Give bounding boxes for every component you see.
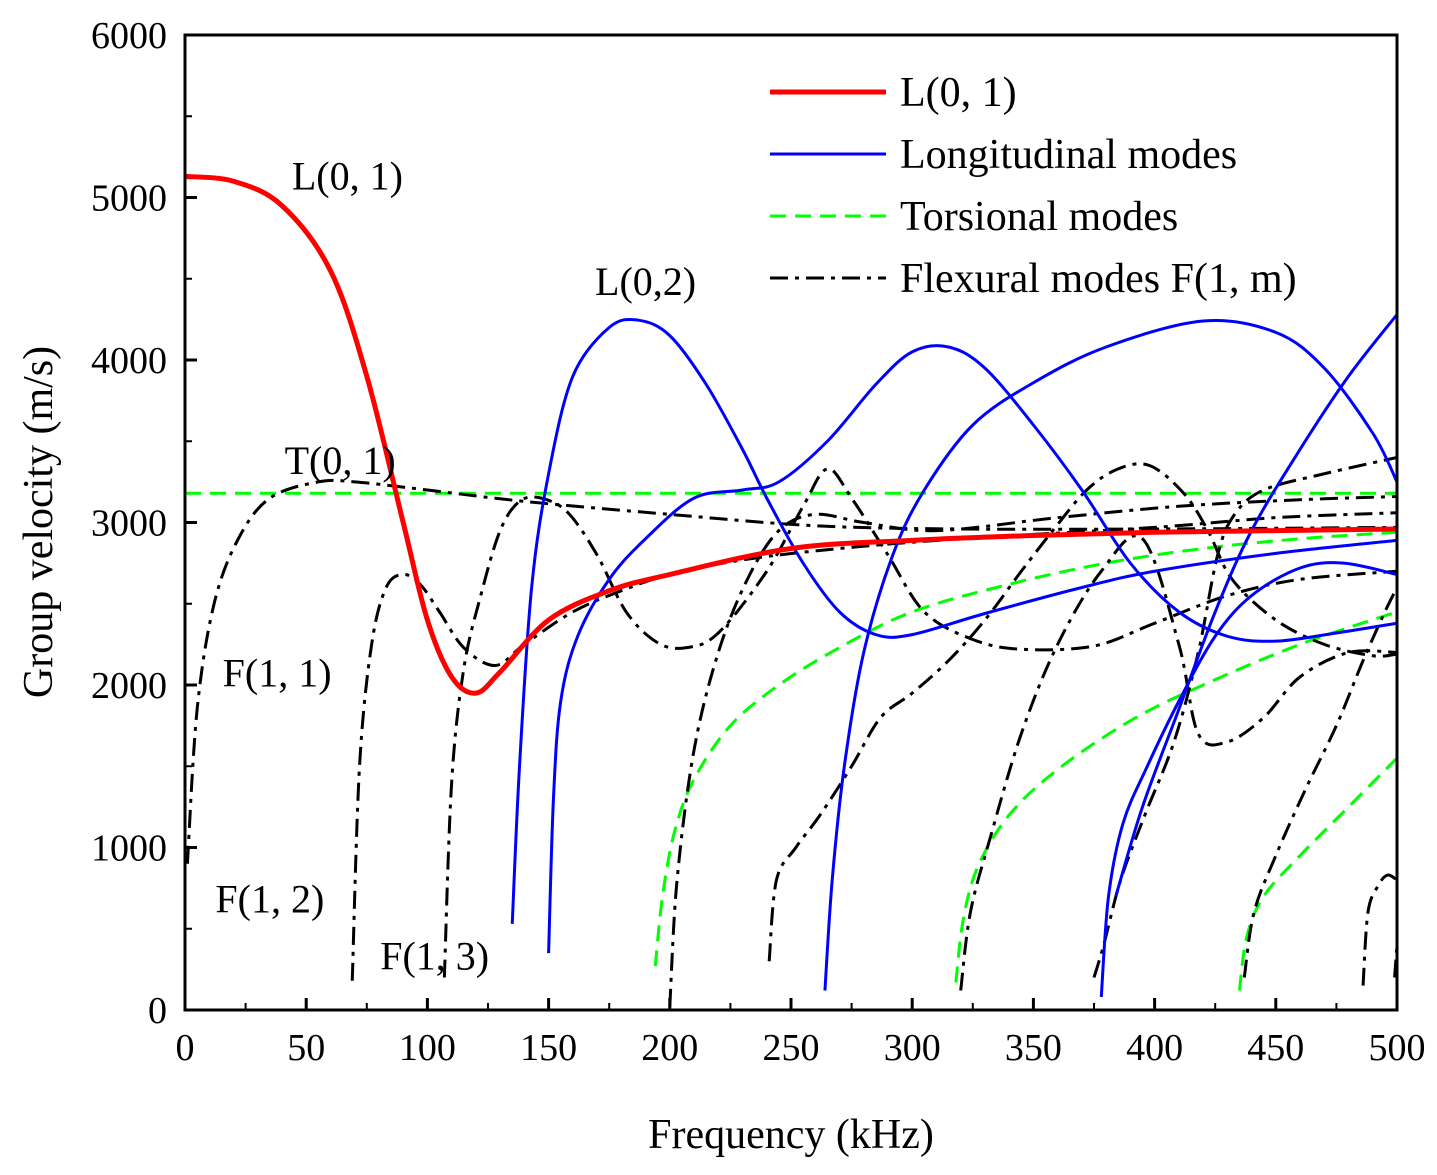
x-tick-label: 350 bbox=[1005, 1027, 1062, 1069]
legend-label-longitudinal-modes: Longitudinal modes bbox=[900, 132, 1237, 178]
x-tick-label: 200 bbox=[641, 1027, 698, 1069]
y-tick-label: 5000 bbox=[91, 178, 167, 220]
series-line-l-0-4 bbox=[823, 318, 1397, 991]
x-tick-label: 400 bbox=[1126, 1027, 1183, 1069]
y-axis-title: Group velocity (m/s) bbox=[16, 346, 62, 698]
x-tick-label: 250 bbox=[763, 1027, 820, 1069]
x-tick-label: 0 bbox=[176, 1027, 195, 1069]
series-line-l-0-3 bbox=[547, 344, 1397, 954]
series-line-f-1-4 bbox=[668, 495, 1397, 1007]
annotation-f-1-2: F(1, 2) bbox=[215, 877, 324, 922]
series-line-l-0-1 bbox=[185, 173, 1397, 696]
legend-label-l-0-1: L(0, 1) bbox=[900, 70, 1017, 116]
series-line-f-1-5 bbox=[767, 462, 1397, 962]
y-tick-label: 3000 bbox=[91, 503, 167, 545]
annotation-f-1-1: F(1, 1) bbox=[223, 651, 332, 696]
x-tick-label: 500 bbox=[1369, 1027, 1426, 1069]
y-tick-label: 1000 bbox=[91, 828, 167, 870]
y-tick-label: 2000 bbox=[91, 665, 167, 707]
x-tick-label: 300 bbox=[884, 1027, 941, 1069]
x-tick-label: 50 bbox=[287, 1027, 325, 1069]
series-line-t-0-4 bbox=[1237, 757, 1397, 991]
series-line-l-0-2 bbox=[510, 317, 1397, 924]
x-tick-label: 150 bbox=[520, 1027, 577, 1069]
y-tick-label: 4000 bbox=[91, 340, 167, 382]
x-tick-label: 100 bbox=[399, 1027, 456, 1069]
series-line-f-1-8 bbox=[1242, 586, 1397, 978]
legend: L(0, 1) Longitudinal modes Torsional modes… bbox=[770, 70, 1297, 302]
x-tick-label: 450 bbox=[1247, 1027, 1304, 1069]
annotation-f-1-3: F(1, 3) bbox=[380, 933, 489, 978]
series-line-f-1-9 bbox=[1361, 873, 1397, 986]
annotation-t-0-1: T(0, 1) bbox=[285, 438, 396, 483]
series-line-t-0-2 bbox=[653, 530, 1397, 967]
series-line-t-0-3 bbox=[954, 610, 1397, 983]
y-tick-label: 6000 bbox=[91, 15, 167, 57]
x-axis-title: Frequency (kHz) bbox=[648, 1112, 934, 1158]
series-line-f-1-6 bbox=[959, 534, 1397, 991]
series-line-l-0-6 bbox=[1114, 313, 1397, 897]
y-tick-label: 0 bbox=[148, 990, 167, 1032]
legend-label-torsional-modes: Torsional modes bbox=[900, 194, 1178, 240]
annotation-l-0-2: L(0,2) bbox=[595, 259, 696, 304]
annotation-l-0-1: L(0, 1) bbox=[292, 153, 403, 198]
series-line-f-1-1 bbox=[185, 478, 1397, 864]
legend-label-flexural-modes-f-1-m: Flexural modes F(1, m) bbox=[900, 256, 1297, 302]
